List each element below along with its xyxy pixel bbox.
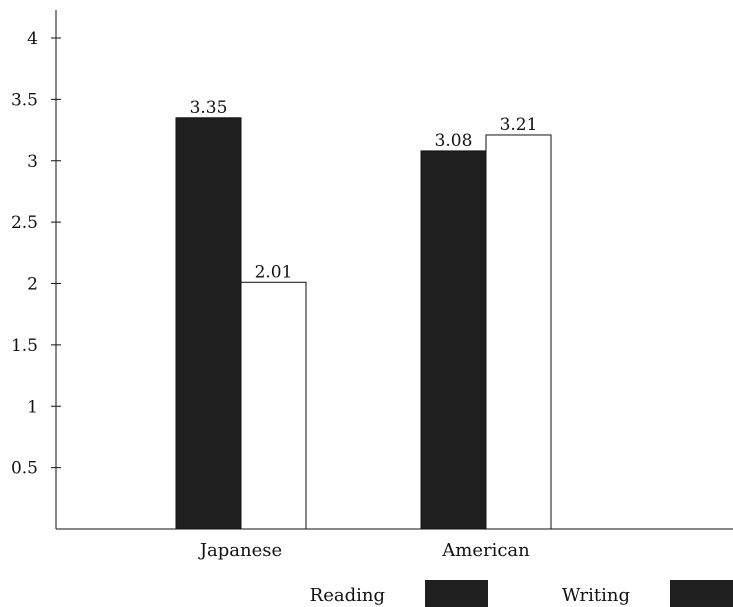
axes <box>55 10 733 530</box>
y-tick-label: 1 <box>27 397 38 417</box>
category-labels: Japanese American <box>198 540 530 561</box>
bar-writing-japanese <box>240 281 307 530</box>
y-ticks: 0.5 1 1.5 2 2.5 3 3.5 4 <box>11 29 61 479</box>
y-tick-label: 0.5 <box>11 459 38 479</box>
x-category-label: American <box>441 540 530 561</box>
y-tick-label: 1.5 <box>11 336 38 356</box>
bar-reading-japanese <box>175 117 242 530</box>
data-label: 3.35 <box>190 98 228 118</box>
y-tick-label: 3.5 <box>11 90 38 110</box>
y-tick-label: 4 <box>27 29 38 49</box>
legend: Reading Writing <box>310 580 733 607</box>
data-label: 3.21 <box>500 115 538 135</box>
data-label: 2.01 <box>255 262 293 282</box>
legend-swatch <box>670 580 733 607</box>
bar-reading-american <box>420 150 487 530</box>
y-tick-label: 3 <box>27 152 38 172</box>
legend-swatch <box>425 580 488 607</box>
y-tick-label: 2.5 <box>11 213 38 233</box>
data-labels: 3.35 3.08 2.01 3.21 <box>190 98 538 282</box>
legend-label: Reading <box>310 585 385 606</box>
bar-writing-american <box>485 134 552 530</box>
legend-label: Writing <box>562 585 630 606</box>
data-label: 3.08 <box>435 131 473 151</box>
x-category-label: Japanese <box>198 540 282 561</box>
y-tick-label: 2 <box>27 275 38 295</box>
bars <box>175 117 552 530</box>
